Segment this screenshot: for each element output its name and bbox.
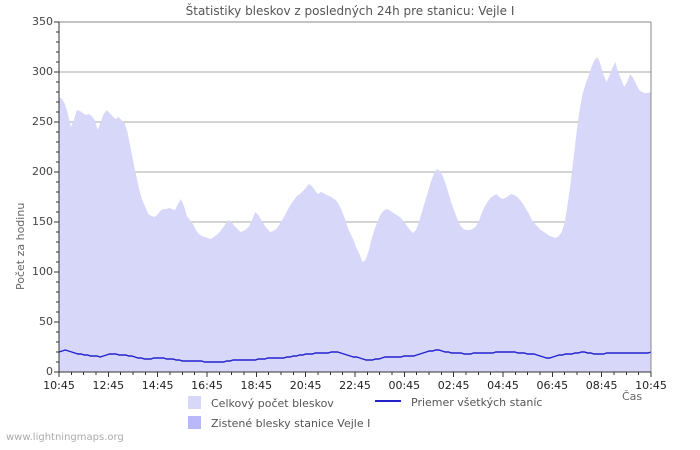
y-tick-label: 50 <box>39 315 53 328</box>
legend-item-average: Priemer všetkých staníc <box>375 396 542 409</box>
y-tick-label: 250 <box>32 115 53 128</box>
x-tick-label: 08:45 <box>585 379 618 392</box>
y-tick-label: 100 <box>32 265 53 278</box>
y-tick-label: 200 <box>32 165 53 178</box>
page-title: Štatistiky bleskov z posledných 24h pre … <box>185 4 515 18</box>
x-tick-label: 10:45 <box>43 379 75 392</box>
legend-item-total: Celkový počet bleskov <box>188 396 334 410</box>
x-tick-label: 00:45 <box>388 379 421 392</box>
x-tick-label: 14:45 <box>141 379 174 392</box>
x-tick-label: 04:45 <box>487 379 519 392</box>
x-tick-label: 16:45 <box>191 379 223 392</box>
y-tick-label: 300 <box>32 65 53 78</box>
area-total-lightning <box>59 57 651 372</box>
legend-label-average: Priemer všetkých staníc <box>411 396 543 409</box>
x-tick-label: 06:45 <box>536 379 569 392</box>
y-tick-label: 0 <box>46 365 53 378</box>
line-average-all-stations <box>58 349 652 363</box>
x-tick-label: 22:45 <box>339 379 371 392</box>
y-tick-label: 150 <box>32 215 53 228</box>
legend-item-station: Zistené blesky stanice Vejle I <box>188 416 370 430</box>
x-tick-label: 02:45 <box>437 379 470 392</box>
legend-label-total: Celkový počet bleskov <box>211 397 334 410</box>
x-tick-label: 18:45 <box>240 379 273 392</box>
y-tick-label: 350 <box>32 15 53 28</box>
x-tick-label: 12:45 <box>92 379 125 392</box>
x-tick-label: 20:45 <box>289 379 322 392</box>
x-tick-label: 10:45 <box>635 379 667 392</box>
legend-swatch-station <box>188 416 201 429</box>
legend-line-average <box>375 400 401 402</box>
legend-label-station: Zistené blesky stanice Vejle I <box>211 417 371 430</box>
x-axis-title: Čas <box>622 390 643 403</box>
legend-swatch-total <box>188 396 201 409</box>
site-watermark: www.lightningmaps.org <box>6 432 124 443</box>
